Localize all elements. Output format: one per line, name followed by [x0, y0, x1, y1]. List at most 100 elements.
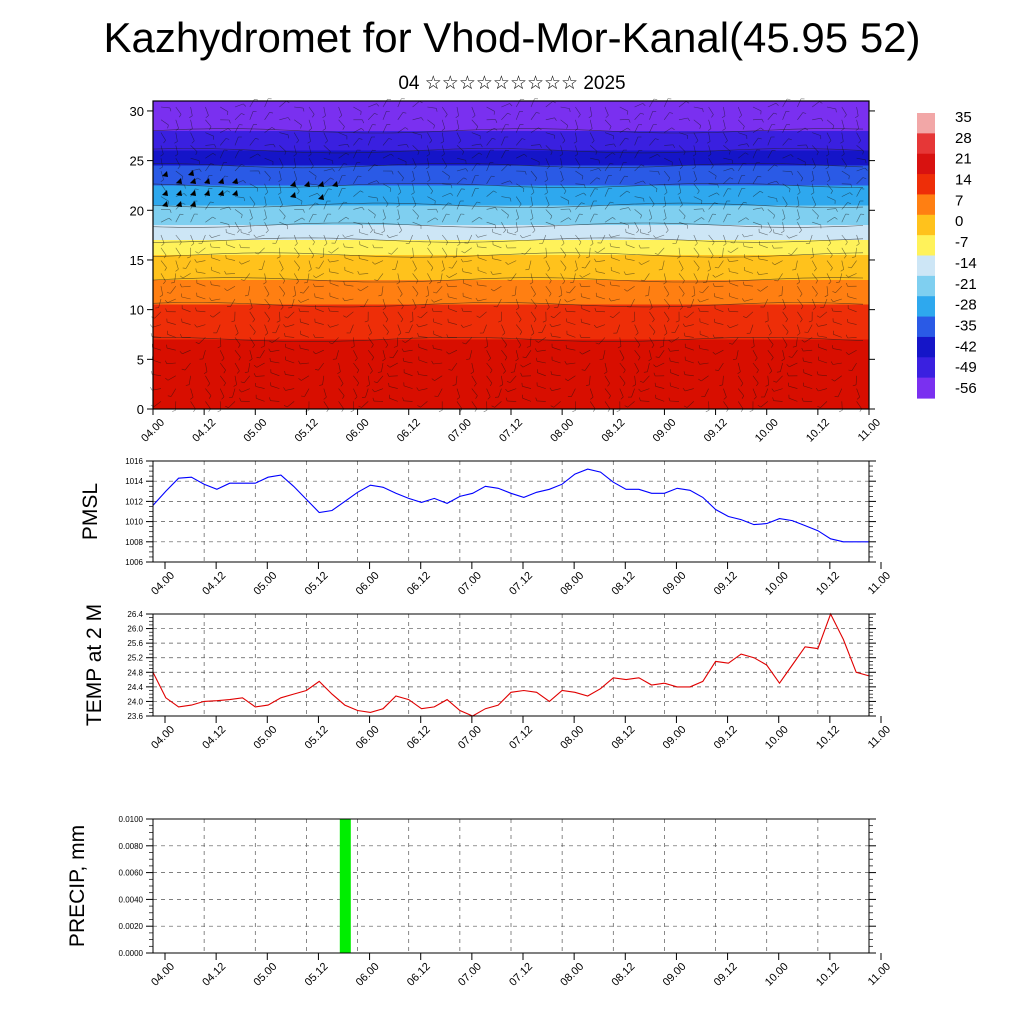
wind-barb-flag [628, 207, 631, 211]
wind-barb-flag [581, 175, 584, 180]
wind-barb [434, 375, 443, 381]
wind-barb-flag [610, 201, 614, 204]
x-tick-label: 07.00 [446, 417, 474, 445]
wind-barb-flag [172, 410, 176, 412]
wind-barb [693, 119, 701, 126]
wind-barb-flag [382, 307, 386, 311]
wind-barb [647, 362, 650, 372]
wind-barb-flag [757, 289, 761, 292]
wind-flag [218, 178, 224, 184]
wind-barb [205, 216, 213, 223]
wind-flag [176, 201, 182, 207]
wind-barb [616, 324, 621, 334]
wind-barb-flag [342, 234, 346, 238]
wind-barb [279, 117, 289, 121]
wind-barb-flag [249, 307, 253, 311]
wind-barb-flag [658, 171, 660, 175]
wind-barb-flag [816, 215, 819, 220]
wind-flag [162, 190, 168, 196]
wind-barb [826, 119, 835, 126]
wind-barb [338, 375, 344, 384]
wind-barb [264, 170, 271, 178]
wind-barb [522, 234, 532, 239]
wind-barb [610, 298, 620, 302]
wind-barb [560, 260, 567, 268]
wind-barb [367, 113, 375, 121]
wind-barb-flag [774, 164, 778, 167]
wind-barb [279, 183, 282, 193]
wind-barb-flag [765, 384, 769, 387]
wind-barb-flag [757, 175, 762, 178]
wind-barb-flag [165, 377, 169, 381]
wind-barb [234, 337, 241, 345]
wind-barb-flag [679, 166, 683, 170]
wind-barb-flag [760, 127, 764, 131]
wind-barb [433, 362, 443, 365]
wind-barb [575, 234, 582, 243]
wind-barb-flag [225, 405, 229, 408]
wind-barb-flag [227, 111, 229, 116]
wind-barb [477, 234, 487, 238]
wind-barb [819, 311, 828, 318]
wind-barb [397, 286, 403, 295]
wind-barb-flag [149, 324, 153, 328]
wind-barb-flag [151, 370, 153, 375]
wind-barb [634, 375, 636, 385]
wind-barb [501, 164, 509, 172]
wind-barb-flag [693, 179, 697, 183]
wind-barb-flag [845, 241, 848, 246]
wind-barb [598, 337, 606, 345]
wind-barb-flag [533, 319, 537, 323]
wind-barb [782, 337, 788, 346]
wind-barb [655, 234, 665, 239]
wind-barb [338, 216, 347, 223]
wind-barb-flag [772, 150, 776, 152]
wind-barb [686, 401, 695, 408]
wind-barb [826, 217, 835, 223]
wind-barb [205, 388, 212, 396]
wind-barb [501, 362, 506, 372]
wind-barb [182, 308, 191, 313]
wind-barb-flag [415, 280, 419, 284]
wind-barb-flag [436, 209, 438, 213]
wind-barb-flag [358, 255, 360, 259]
wind-barb [464, 247, 472, 254]
wind-barb [264, 183, 269, 193]
wind-barb [329, 271, 339, 274]
wind-barb-flag [655, 356, 660, 358]
cross-section-field [153, 101, 869, 409]
wind-barb [412, 247, 414, 257]
wind-barb [211, 284, 221, 287]
wind-barb-flag [768, 332, 772, 336]
wind-barb-flag [830, 267, 833, 271]
wind-barb-flag [667, 177, 671, 182]
wind-barb [708, 119, 712, 129]
y-axis-title: PMSL [79, 483, 102, 540]
wind-barb-flag [832, 345, 834, 349]
wind-barb [776, 375, 783, 383]
x-tick-label: 08.12 [609, 961, 637, 989]
wind-barb-flag [350, 346, 355, 349]
wind-barb-flag [337, 371, 341, 374]
wind-barb-flag [278, 179, 282, 182]
wind-barb [826, 196, 836, 201]
wind-barb [699, 310, 709, 313]
wind-barb-flag [599, 358, 604, 360]
wind-barb-flag [503, 229, 506, 233]
wind-barb [427, 106, 437, 109]
wind-barb-flag [271, 127, 276, 130]
wind-barb [763, 298, 769, 308]
wind-barb-flag [292, 294, 296, 298]
wind-barb [619, 175, 625, 184]
wind-barb [433, 298, 443, 303]
colorbar-swatch [917, 275, 935, 297]
wind-barb [467, 234, 473, 244]
wind-barb [686, 311, 694, 318]
wind-barb [353, 149, 358, 159]
wind-barb-flag [830, 298, 834, 302]
wind-barb [803, 360, 813, 364]
wind-barb-flag [558, 294, 563, 298]
wind-barb-flag [624, 288, 628, 292]
wind-barb [560, 183, 567, 192]
wind-barb-flag [543, 256, 547, 259]
